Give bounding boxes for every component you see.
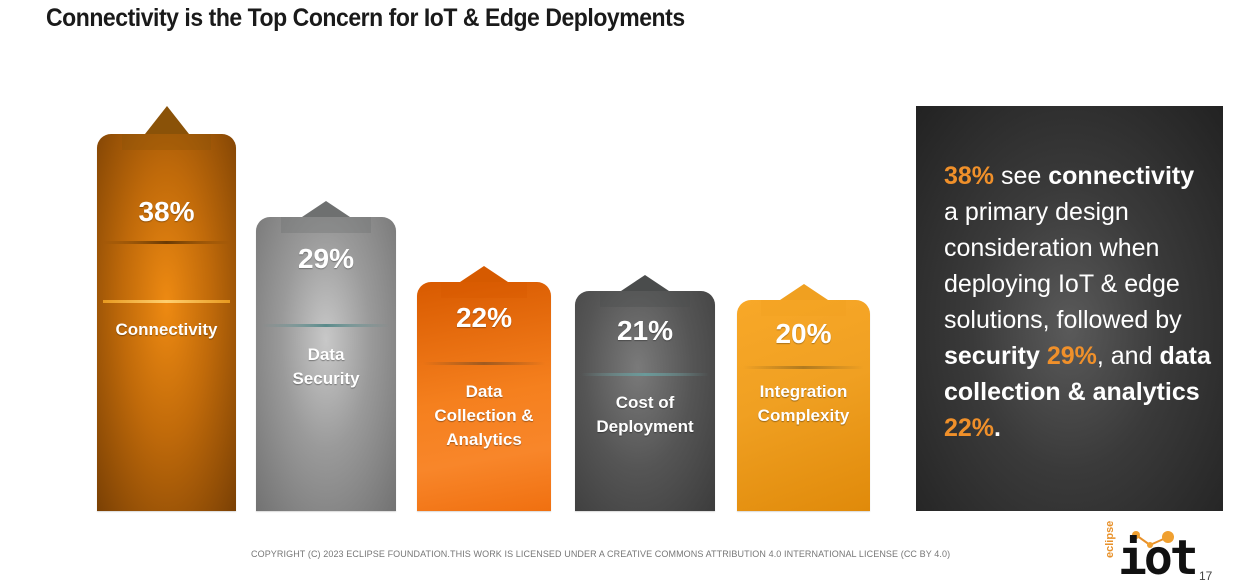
callout-data-collection: data collection & analytics (944, 342, 1211, 406)
bar-value-label: 20% (775, 318, 832, 349)
bar-tab (122, 134, 211, 150)
logo-iot-text: iot (1118, 530, 1199, 586)
eclipse-iot-logo: eclipse iot (1104, 521, 1199, 586)
bar-cap-marker (621, 274, 669, 291)
bar-separator (581, 372, 709, 376)
callout-text-part: a primary design consideration when depl… (944, 198, 1182, 334)
bar-category-label-line: Cost of (615, 392, 675, 412)
bar-value-label: 38% (138, 196, 195, 227)
bar-cap-marker (779, 284, 828, 300)
callout-box: 38% see connectivity a primary design co… (916, 106, 1223, 511)
bar-cost-of-deployment: 21% Cost of Deployment (575, 263, 715, 511)
callout-text: 38% see connectivity a primary design co… (944, 158, 1214, 446)
bar-data-collection: 22% Data Collection & Analytics (417, 254, 551, 511)
callout-connectivity: connectivity (1048, 162, 1195, 190)
bar-value-label: 21% (616, 314, 674, 346)
bar-category-label: Data Collection & Analytics (421, 380, 547, 452)
bar-tab (760, 300, 847, 316)
bar-rect (737, 300, 870, 511)
bar-connectivity: 38% Connectivity (97, 106, 236, 511)
bar-category-label-line: Collection & (434, 405, 534, 425)
bar-cap-marker (144, 106, 189, 134)
bar-chart: 38% Connectivity 29% Data Security 22% Data Col… (97, 106, 870, 511)
bar-category-label: Data Security (260, 343, 392, 391)
slide-title: Connectivity is the Top Concern for IoT … (46, 4, 685, 32)
callout-connectivity-pct: 38% (944, 162, 995, 190)
bar-category-label: Connectivity (101, 318, 232, 342)
bar-value-label: 22% (455, 301, 513, 333)
bar-separator (262, 324, 390, 327)
callout-text-part (1040, 342, 1047, 370)
bar-category-label: Integration Complexity (741, 380, 866, 428)
bar-category-label-line: Deployment (596, 416, 694, 436)
callout-text-part: . (994, 414, 1001, 442)
bar-highlight-line (103, 300, 230, 303)
bar-tab (600, 290, 690, 307)
callout-security: security (944, 342, 1040, 370)
bar-tab (441, 281, 527, 298)
bar-cap-marker (460, 265, 508, 282)
copyright-footer: COPYRIGHT (C) 2023 ECLIPSE FOUNDATION.TH… (251, 549, 951, 559)
bar-category-label-line: Complexity (757, 406, 850, 425)
bar-category-label-line: Integration (759, 382, 848, 401)
callout-text-part: , and (1096, 342, 1160, 370)
callout-text-part: see (994, 162, 1049, 190)
bar-rect (97, 134, 236, 511)
bar-rect (417, 281, 551, 511)
bar-tab (281, 217, 371, 233)
logo-eclipse-text: eclipse (1104, 520, 1116, 558)
bar-cap-marker (302, 201, 350, 217)
bar-rect (575, 290, 715, 511)
bar-category-label-line: Security (292, 369, 360, 388)
bar-separator (423, 361, 545, 365)
bar-data-security: 29% Data Security (256, 189, 396, 511)
bar-integration-complexity: 20% Integration Complexity (737, 272, 870, 511)
callout-data-collection-pct: 22% (944, 414, 995, 442)
bar-category-label-line: Connectivity (115, 320, 218, 339)
bar-rect (256, 217, 396, 511)
bar-separator (103, 241, 230, 244)
bar-category-label: Cost of Deployment (579, 391, 711, 439)
callout-security-pct: 29% (1046, 342, 1097, 370)
logo-network-icon (1132, 531, 1174, 548)
bar-separator (743, 366, 864, 369)
bar-category-label-line: Analytics (446, 429, 522, 449)
bar-category-label-line: Data (465, 381, 503, 401)
page-number: 17 (1199, 569, 1213, 583)
bar-category-label-line: Data (307, 345, 345, 364)
bar-value-label: 29% (297, 243, 355, 274)
